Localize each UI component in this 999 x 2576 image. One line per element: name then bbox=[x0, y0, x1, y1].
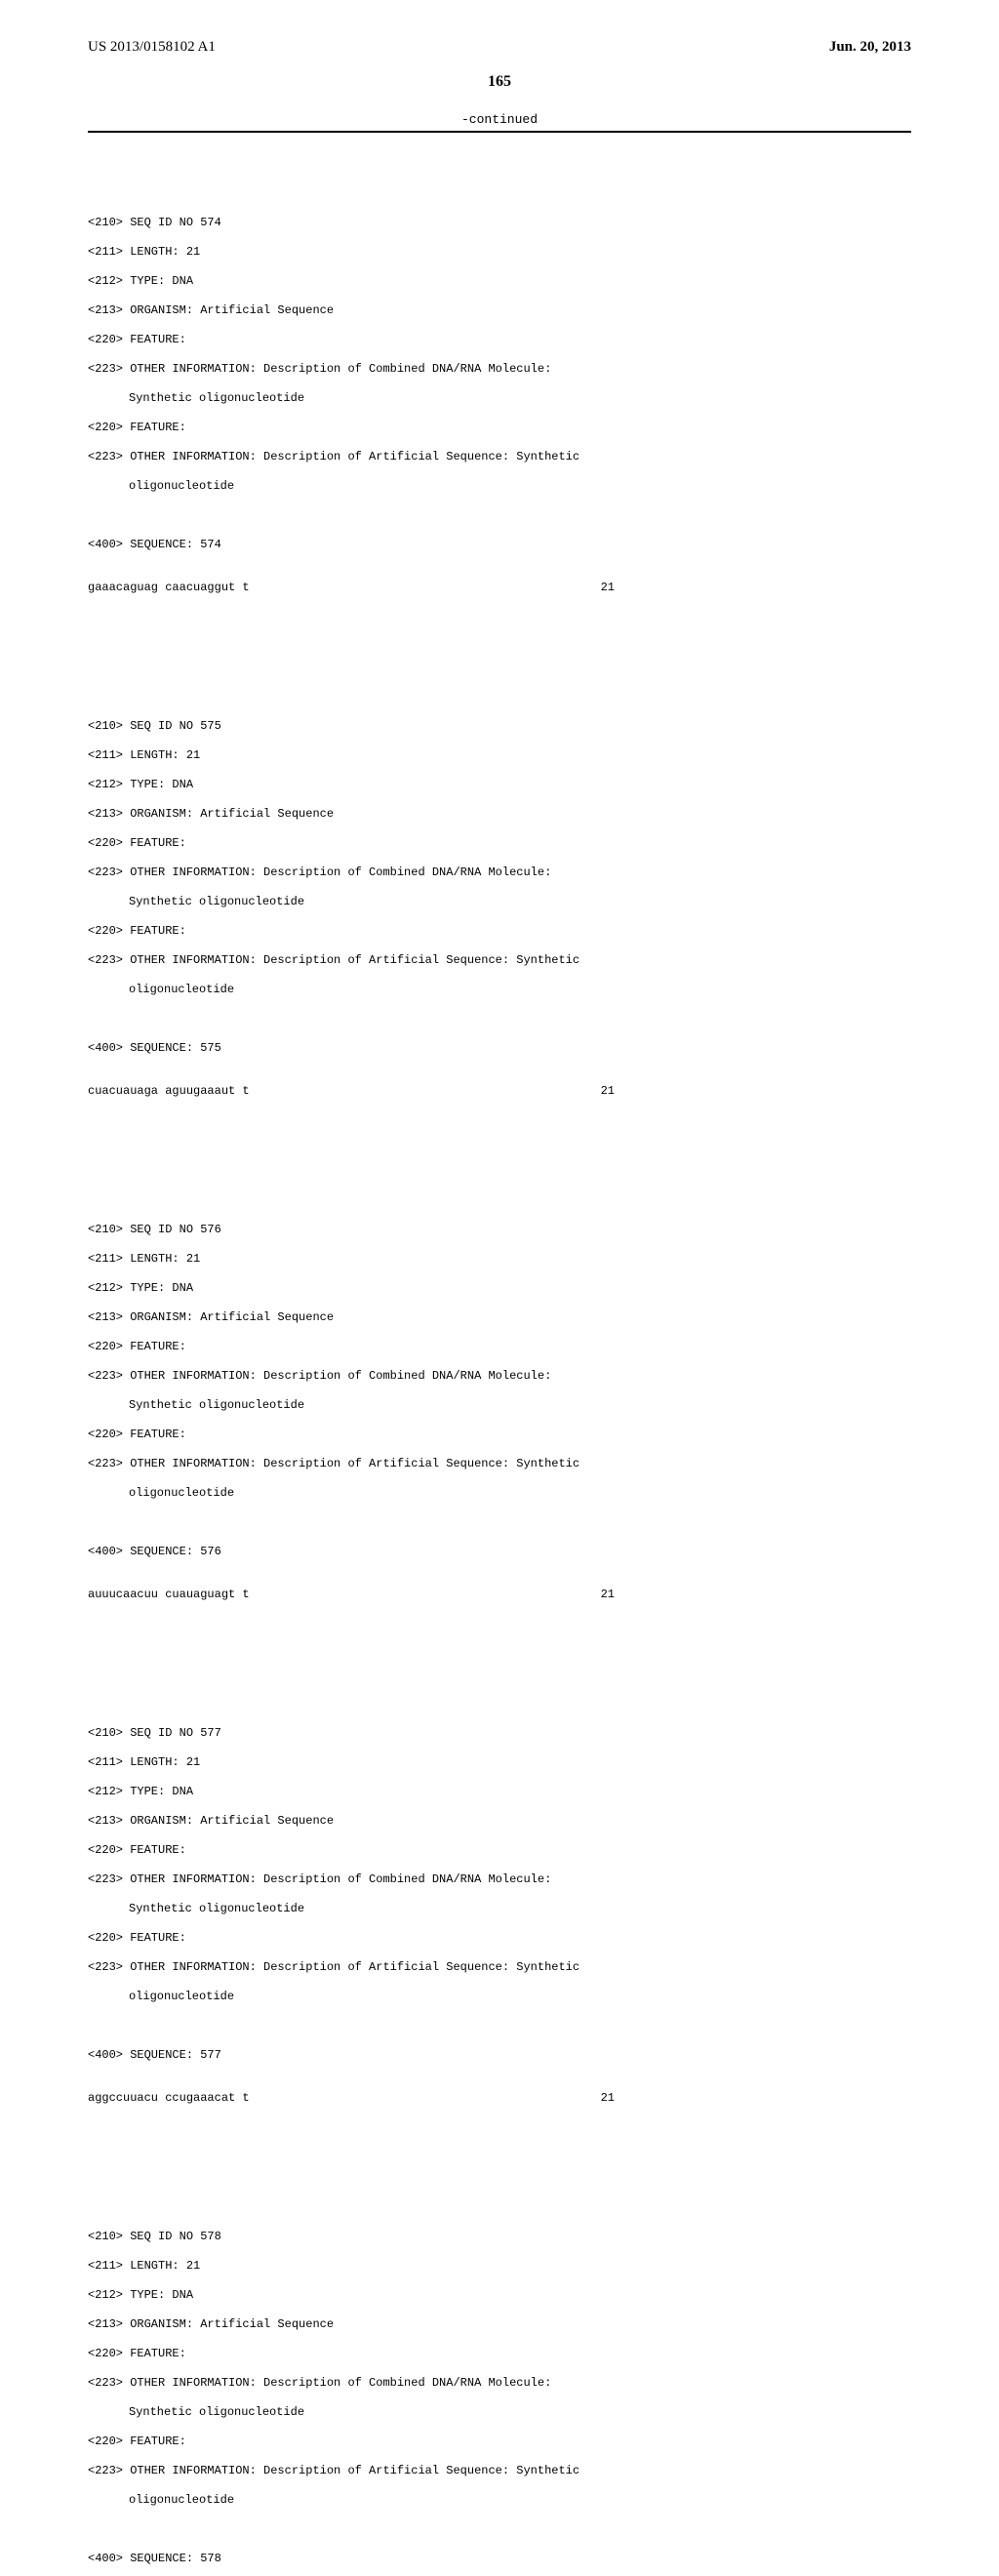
seq-other-line: Synthetic oligonucleotide bbox=[88, 1398, 911, 1413]
seq-organism-line: <213> ORGANISM: Artificial Sequence bbox=[88, 1814, 911, 1829]
sequence-row: auuucaacuu cuauaguagt t 21 bbox=[88, 1588, 615, 1602]
seq-other-line: Synthetic oligonucleotide bbox=[88, 1902, 911, 1916]
sequence-text: auuucaacuu cuauaguagt t bbox=[88, 1588, 250, 1602]
seq-feature-line: <220> FEATURE: bbox=[88, 2435, 911, 2449]
seq-organism-line: <213> ORGANISM: Artificial Sequence bbox=[88, 2317, 911, 2332]
publication-date: Jun. 20, 2013 bbox=[829, 39, 911, 56]
seq-feature-line: <220> FEATURE: bbox=[88, 421, 911, 435]
seq-id-line: <210> SEQ ID NO 576 bbox=[88, 1223, 911, 1237]
seq-feature-line: <220> FEATURE: bbox=[88, 1931, 911, 1946]
sequence-row: gaaacaguag caacuaggut t 21 bbox=[88, 581, 615, 595]
seq-other-line: Synthetic oligonucleotide bbox=[88, 895, 911, 909]
seq-sequence-label: <400> SEQUENCE: 574 bbox=[88, 538, 911, 552]
seq-other-line: oligonucleotide bbox=[88, 479, 911, 494]
seq-length-line: <211> LENGTH: 21 bbox=[88, 1755, 911, 1770]
seq-type-line: <212> TYPE: DNA bbox=[88, 274, 911, 289]
seq-entry: <210> SEQ ID NO 578 <211> LENGTH: 21 <21… bbox=[88, 2215, 911, 2576]
seq-other-line: oligonucleotide bbox=[88, 1990, 911, 2004]
sequence-row: cuacuauaga aguugaaaut t 21 bbox=[88, 1084, 615, 1099]
page-number: 165 bbox=[88, 73, 911, 91]
seq-type-line: <212> TYPE: DNA bbox=[88, 1281, 911, 1296]
sequence-text: aggccuuacu ccugaaacat t bbox=[88, 2091, 250, 2106]
seq-other-line: <223> OTHER INFORMATION: Description of … bbox=[88, 362, 911, 377]
seq-other-line: oligonucleotide bbox=[88, 1486, 911, 1501]
seq-length-line: <211> LENGTH: 21 bbox=[88, 1252, 911, 1267]
seq-other-line: <223> OTHER INFORMATION: Description of … bbox=[88, 865, 911, 880]
seq-other-line: <223> OTHER INFORMATION: Description of … bbox=[88, 2464, 911, 2478]
seq-sequence-label: <400> SEQUENCE: 577 bbox=[88, 2048, 911, 2063]
seq-other-line: <223> OTHER INFORMATION: Description of … bbox=[88, 1872, 911, 1887]
sequence-length-value: 21 bbox=[601, 1588, 615, 1602]
sequence-length-value: 21 bbox=[601, 2091, 615, 2106]
seq-entry: <210> SEQ ID NO 574 <211> LENGTH: 21 <21… bbox=[88, 201, 911, 638]
sequence-row: aggccuuacu ccugaaacat t 21 bbox=[88, 2091, 615, 2106]
seq-other-line: <223> OTHER INFORMATION: Description of … bbox=[88, 1960, 911, 1975]
page-container: US 2013/0158102 A1 Jun. 20, 2013 165 -co… bbox=[0, 0, 999, 1288]
seq-other-line: <223> OTHER INFORMATION: Description of … bbox=[88, 450, 911, 464]
seq-other-line: <223> OTHER INFORMATION: Description of … bbox=[88, 1457, 911, 1471]
seq-type-line: <212> TYPE: DNA bbox=[88, 2288, 911, 2303]
seq-feature-line: <220> FEATURE: bbox=[88, 836, 911, 851]
seq-sequence-label: <400> SEQUENCE: 578 bbox=[88, 2552, 911, 2566]
seq-id-line: <210> SEQ ID NO 578 bbox=[88, 2230, 911, 2244]
seq-entry: <210> SEQ ID NO 575 <211> LENGTH: 21 <21… bbox=[88, 704, 911, 1142]
seq-feature-line: <220> FEATURE: bbox=[88, 333, 911, 347]
seq-other-line: Synthetic oligonucleotide bbox=[88, 391, 911, 406]
seq-other-line: <223> OTHER INFORMATION: Description of … bbox=[88, 2376, 911, 2391]
seq-feature-line: <220> FEATURE: bbox=[88, 1843, 911, 1858]
seq-feature-line: <220> FEATURE: bbox=[88, 924, 911, 939]
seq-other-line: Synthetic oligonucleotide bbox=[88, 2405, 911, 2420]
seq-type-line: <212> TYPE: DNA bbox=[88, 778, 911, 792]
seq-feature-line: <220> FEATURE: bbox=[88, 1428, 911, 1442]
seq-organism-line: <213> ORGANISM: Artificial Sequence bbox=[88, 303, 911, 318]
seq-length-line: <211> LENGTH: 21 bbox=[88, 245, 911, 260]
rule-top bbox=[88, 131, 911, 133]
seq-sequence-label: <400> SEQUENCE: 576 bbox=[88, 1545, 911, 1559]
seq-id-line: <210> SEQ ID NO 577 bbox=[88, 1726, 911, 1741]
sequence-length-value: 21 bbox=[601, 581, 615, 595]
seq-other-line: <223> OTHER INFORMATION: Description of … bbox=[88, 1369, 911, 1384]
seq-other-line: oligonucleotide bbox=[88, 983, 911, 997]
seq-length-line: <211> LENGTH: 21 bbox=[88, 2259, 911, 2274]
seq-type-line: <212> TYPE: DNA bbox=[88, 1785, 911, 1799]
sequence-listing: <210> SEQ ID NO 574 <211> LENGTH: 21 <21… bbox=[88, 139, 911, 2576]
seq-organism-line: <213> ORGANISM: Artificial Sequence bbox=[88, 1310, 911, 1325]
publication-id: US 2013/0158102 A1 bbox=[88, 39, 216, 56]
page-header: US 2013/0158102 A1 Jun. 20, 2013 bbox=[88, 39, 911, 56]
seq-length-line: <211> LENGTH: 21 bbox=[88, 748, 911, 763]
seq-organism-line: <213> ORGANISM: Artificial Sequence bbox=[88, 807, 911, 822]
seq-entry: <210> SEQ ID NO 576 <211> LENGTH: 21 <21… bbox=[88, 1208, 911, 1645]
seq-entry: <210> SEQ ID NO 577 <211> LENGTH: 21 <21… bbox=[88, 1711, 911, 2149]
seq-feature-line: <220> FEATURE: bbox=[88, 1340, 911, 1354]
seq-sequence-label: <400> SEQUENCE: 575 bbox=[88, 1041, 911, 1056]
sequence-text: gaaacaguag caacuaggut t bbox=[88, 581, 250, 595]
seq-id-line: <210> SEQ ID NO 575 bbox=[88, 719, 911, 734]
seq-feature-line: <220> FEATURE: bbox=[88, 2347, 911, 2361]
sequence-length-value: 21 bbox=[601, 1084, 615, 1099]
seq-id-line: <210> SEQ ID NO 574 bbox=[88, 216, 911, 230]
continued-label: -continued bbox=[88, 112, 911, 127]
seq-other-line: oligonucleotide bbox=[88, 2493, 911, 2508]
sequence-text: cuacuauaga aguugaaaut t bbox=[88, 1084, 250, 1099]
seq-other-line: <223> OTHER INFORMATION: Description of … bbox=[88, 953, 911, 968]
